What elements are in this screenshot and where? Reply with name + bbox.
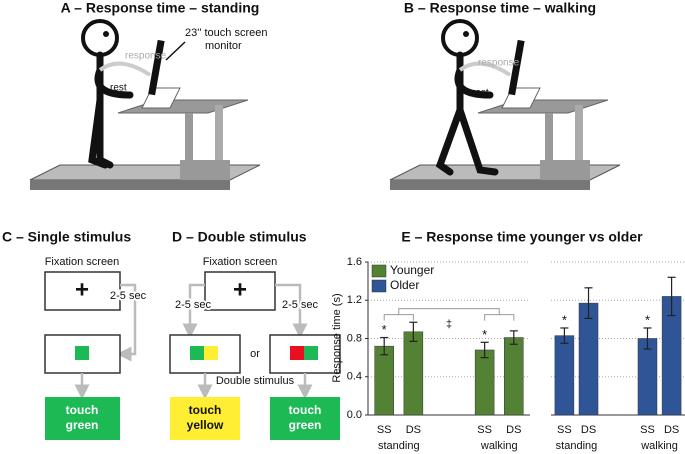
stimulus (190, 346, 204, 360)
response-label: green (289, 418, 322, 432)
rest-label: rest (110, 83, 127, 94)
panel-a: A – Response time – standing response re… (29, 0, 267, 190)
delay-label: 2-5 sec (110, 290, 147, 302)
screen (44, 271, 121, 311)
arrow (275, 283, 308, 339)
response-label: response (478, 58, 520, 69)
desk-leg (185, 113, 193, 168)
delay-label: 2-5 sec (282, 299, 319, 311)
legend-label: Younger (390, 263, 434, 277)
x-tick-label: DS (506, 424, 521, 436)
y-tick-label: 1.2 (347, 294, 362, 306)
comparison-label: ‡ (446, 319, 452, 331)
response-label: touch (289, 403, 322, 417)
bar (403, 331, 424, 416)
delay-label: 2-5 sec (175, 299, 212, 311)
y-tick-label: 0.4 (347, 371, 362, 383)
response-label: touch (66, 403, 99, 417)
bar (554, 335, 575, 416)
monitor (508, 39, 525, 96)
eye (463, 31, 469, 37)
or-label: or (250, 348, 260, 360)
rest-label: rest (472, 88, 489, 99)
stick-figure (435, 51, 499, 176)
x-tick-label: DS (581, 424, 596, 436)
treadmill (390, 180, 590, 190)
significance-label: * (562, 312, 567, 327)
panel-title: C – Single stimulus (2, 229, 131, 245)
response-box (170, 397, 240, 440)
monitor-label: 23'' touch screen (185, 27, 267, 39)
legend-label: Older (390, 278, 419, 292)
fixation-label: Fixation screen (203, 256, 278, 268)
stimulus (290, 346, 304, 360)
stimulus (75, 346, 89, 360)
significance-label: * (382, 322, 387, 337)
monitor (148, 39, 165, 96)
group-label: standing (556, 440, 598, 452)
chart-title: E – Response time younger vs older (401, 229, 643, 245)
response-label: yellow (187, 418, 224, 432)
bar (474, 349, 495, 416)
response-box (45, 397, 120, 440)
panel-title: B – Response time – walking (404, 0, 596, 16)
response-arm (98, 61, 152, 77)
group-label: standing (378, 440, 420, 452)
cross: + (233, 276, 247, 303)
significance-label: * (482, 327, 487, 342)
head (81, 19, 119, 57)
stimulus-label: Double stimulus (216, 375, 295, 387)
desk-leg (545, 113, 553, 168)
panel-c: C – Single stimulus Fixation screen + 2-… (2, 229, 149, 440)
panel-title: D – Double stimulus (172, 229, 307, 245)
eye (103, 31, 109, 37)
y-axis-label: Response time (s) (331, 293, 343, 382)
head (441, 19, 479, 57)
legend-swatch (371, 279, 387, 293)
x-tick-label: DS (406, 424, 421, 436)
pointer (165, 41, 186, 61)
screen (204, 271, 276, 311)
x-tick-label: SS (640, 424, 655, 436)
y-tick-label: 1.6 (347, 256, 362, 268)
x-tick-label: DS (664, 424, 679, 436)
comparison-bracket (383, 308, 515, 321)
desk-leg (575, 105, 583, 160)
panel-title: A – Response time – standing (61, 0, 260, 16)
y-tick-label: 0.0 (347, 409, 362, 421)
desk (117, 99, 249, 114)
desk (477, 99, 609, 114)
arrow (116, 283, 137, 362)
stick-figure (88, 51, 134, 169)
bar (578, 302, 599, 416)
monitor-label: monitor (205, 40, 242, 52)
response-box (270, 397, 340, 440)
stimulus (204, 346, 218, 360)
x-tick-label: SS (557, 424, 572, 436)
y-tick-label: 0.8 (347, 332, 362, 344)
group-label: walking (640, 440, 678, 452)
response-label: touch (189, 403, 222, 417)
response-arm (458, 61, 512, 77)
significance-label: * (645, 312, 650, 327)
bar (504, 337, 524, 416)
fixation-label: Fixation screen (45, 256, 120, 268)
treadmill (30, 180, 230, 190)
panel-b: B – Response time – walking response res… (389, 0, 621, 190)
response-label: response (125, 51, 167, 62)
panel-e: E – Response time younger vs older Respo… (331, 229, 685, 452)
x-tick-label: SS (477, 424, 492, 436)
x-tick-label: SS (377, 424, 392, 436)
bar (374, 345, 394, 416)
panel-d: D – Double stimulus Fixation screen + 2-… (169, 229, 341, 440)
arrow (182, 283, 205, 339)
bar (637, 338, 658, 416)
desk-leg (215, 105, 223, 160)
cross: + (75, 276, 89, 303)
stimulus (304, 346, 318, 360)
legend-swatch (371, 264, 387, 278)
response-label: green (66, 418, 99, 432)
group-label: walking (480, 440, 518, 452)
